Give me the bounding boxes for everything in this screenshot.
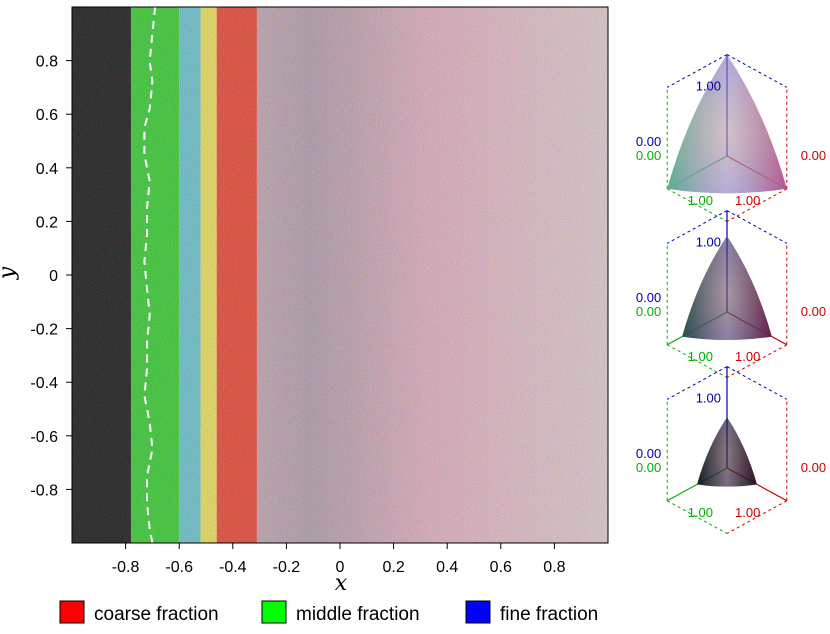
x-tick-label: 0.8	[543, 559, 565, 576]
y-tick-label: -0.2	[30, 322, 58, 339]
color-key-label: 1.00	[696, 235, 721, 250]
cube-edge	[666, 366, 728, 400]
legend-label: fine fraction	[500, 604, 598, 625]
color-key-label: 1.00	[735, 505, 760, 520]
legend-label: coarse fraction	[94, 604, 219, 625]
cube-edge	[726, 188, 788, 222]
cube-edge	[666, 344, 728, 378]
y-tick-label: 0.2	[36, 214, 58, 231]
color-key-label: 0.00	[801, 148, 826, 163]
color-key-label: 0.00	[636, 460, 661, 475]
color-key-label: 0.00	[636, 290, 661, 305]
cube-edge	[726, 54, 788, 88]
color-key-label: 0.00	[636, 148, 661, 163]
x-tick-label: -0.8	[112, 559, 140, 576]
y-tick-label: 0	[49, 268, 58, 285]
x-tick-label: 0.2	[382, 559, 404, 576]
color-key-label: 1.00	[696, 391, 721, 406]
legend-swatch	[465, 600, 491, 624]
y-tick-label: -0.6	[30, 429, 58, 446]
color-key-label: 1.00	[688, 193, 713, 208]
x-tick-label: -0.4	[219, 559, 247, 576]
cube-edge	[726, 344, 788, 378]
color-key-label: 1.00	[688, 349, 713, 364]
color-key-shading	[667, 54, 787, 194]
x-tick-label: 0	[336, 559, 345, 576]
x-tick-label: 0.4	[436, 559, 458, 576]
plot-area	[71, 6, 609, 544]
x-axis-title: x	[335, 571, 348, 596]
y-tick-label: 0.4	[36, 161, 58, 178]
color-key-shading	[682, 235, 772, 341]
y-tick-label: -0.4	[30, 375, 58, 392]
cube-edge	[726, 366, 788, 400]
color-key-label: 1.00	[688, 505, 713, 520]
legend-swatch	[59, 600, 85, 624]
y-axis-title: y	[0, 266, 20, 280]
cube-edge	[726, 210, 788, 244]
color-key-label: 0.00	[801, 304, 826, 319]
y-axis-ticks: 0.8 0.6 0.4 0.2 0 -0.2 -0.4 -0.6 -0.8	[30, 54, 72, 499]
legend-swatch	[261, 600, 287, 624]
color-key-label: 1.00	[696, 79, 721, 94]
cube-edge	[666, 54, 728, 88]
color-key: 1.000.000.00 0.001.00 1.00	[636, 210, 826, 378]
color-key-label: 0.00	[636, 134, 661, 149]
legend-label: middle fraction	[296, 604, 420, 625]
color-key: 1.000.000.00 0.001.00 1.00	[636, 366, 826, 534]
cube-edge	[666, 500, 728, 534]
y-tick-label: 0.6	[36, 107, 58, 124]
x-axis-ticks: -0.8 -0.6 -0.4 -0.2 0 0.2 0.4 0.6 0.8	[112, 543, 566, 576]
color-key-label: 1.00	[735, 349, 760, 364]
color-keys: 1.000.000.00 0.001.00 1.001.000.000.00 0.00…	[636, 54, 826, 534]
color-key-label: 1.00	[735, 193, 760, 208]
cube-edge	[726, 500, 788, 534]
color-key-label: 0.00	[636, 304, 661, 319]
x-tick-label: 0.6	[490, 559, 512, 576]
x-tick-label: -0.2	[273, 559, 301, 576]
grain-texture	[72, 7, 608, 543]
cube-edge	[666, 188, 728, 222]
color-key-label: 0.00	[636, 446, 661, 461]
legend: coarse fraction middle fraction fine fract…	[59, 600, 598, 625]
y-tick-label: 0.8	[36, 54, 58, 71]
color-key-shading	[697, 417, 757, 487]
x-tick-label: -0.6	[165, 559, 193, 576]
dashed-front-line	[143, 6, 157, 544]
color-key-label: 0.00	[801, 460, 826, 475]
y-tick-label: -0.8	[30, 482, 58, 499]
cube-edge	[666, 210, 728, 244]
color-key: 1.000.000.00 0.001.00 1.00	[636, 54, 826, 222]
